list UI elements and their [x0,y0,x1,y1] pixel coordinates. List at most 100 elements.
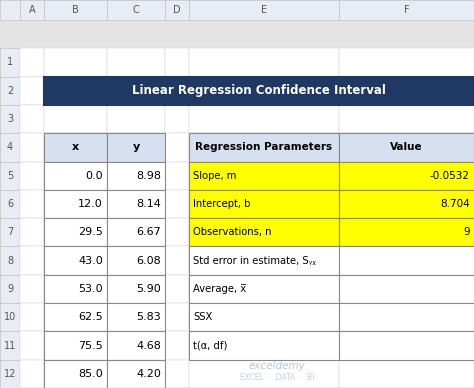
Bar [189,218,339,246]
Bar [0,303,20,331]
Bar [20,360,44,388]
Bar [20,48,44,76]
Bar [107,190,165,218]
Text: 10: 10 [4,312,16,322]
Bar [44,331,107,360]
Text: Linear Regression Confidence Interval: Linear Regression Confidence Interval [132,84,386,97]
Bar [0,0,20,20]
Bar [0,105,20,133]
Bar [20,105,44,133]
Bar [44,246,107,275]
Text: 8.14: 8.14 [136,199,161,209]
Bar [339,0,474,20]
Text: Observations, n: Observations, n [193,227,272,237]
Text: 4.20: 4.20 [136,369,161,379]
Bar [107,275,165,303]
Text: E: E [261,5,267,15]
Bar [189,133,339,161]
Text: A: A [29,5,35,15]
Text: y: y [132,142,140,152]
Bar [107,133,165,161]
Bar [44,190,107,218]
Bar [165,218,189,246]
Text: 4: 4 [7,142,13,152]
Text: Regression Parameters: Regression Parameters [195,142,333,152]
Bar [339,190,474,218]
Bar [165,190,189,218]
Text: 0.0: 0.0 [85,171,103,181]
Bar [107,161,165,190]
Text: exceldemy: exceldemy [249,361,305,371]
Bar [189,275,339,303]
Text: 29.5: 29.5 [78,227,103,237]
Text: t(α, df): t(α, df) [193,341,228,350]
Bar [189,303,339,331]
Text: Slope, m: Slope, m [193,171,237,181]
Bar [44,133,107,161]
Bar [20,303,44,331]
Bar [44,76,474,105]
Bar [165,303,189,331]
Bar [0,48,20,76]
Text: -0.0532: -0.0532 [430,171,470,181]
Text: 7: 7 [7,227,13,237]
Bar [165,275,189,303]
Bar [189,161,339,190]
Bar [339,48,474,76]
Bar [189,133,339,161]
Bar [339,190,474,218]
Bar [189,246,339,275]
Bar [107,161,165,190]
Bar [44,303,107,331]
Bar [44,246,107,275]
Text: 9: 9 [7,284,13,294]
Bar [339,161,474,190]
Bar [44,218,107,246]
Bar [20,190,44,218]
Bar [44,161,107,190]
Bar [20,133,44,161]
Bar [44,0,107,20]
Bar [44,190,107,218]
Bar [165,0,189,20]
Bar [0,275,20,303]
Bar [165,331,189,360]
Bar [189,360,339,388]
Text: B: B [72,5,79,15]
Bar [20,76,44,105]
Bar [0,161,20,190]
Bar [107,48,165,76]
Bar [339,218,474,246]
Bar [0,133,20,161]
Bar [107,218,165,246]
Text: 5.83: 5.83 [136,312,161,322]
Bar [189,331,339,360]
Bar [339,331,474,360]
Bar [189,303,339,331]
Bar [107,105,165,133]
Bar [107,76,165,105]
Bar [107,0,165,20]
Text: 53.0: 53.0 [78,284,103,294]
Text: EXCEL  ·  DATA  ·  BI: EXCEL · DATA · BI [240,372,314,381]
Text: 3: 3 [7,114,13,124]
Bar [44,218,107,246]
Bar [339,218,474,246]
Bar [0,190,20,218]
Text: Std error in estimate, Sᵧᵪ: Std error in estimate, Sᵧᵪ [193,256,316,266]
Bar [339,161,474,190]
Bar [0,76,20,105]
Bar [165,360,189,388]
Bar [0,331,20,360]
Text: 85.0: 85.0 [78,369,103,379]
Bar [189,76,339,105]
Bar [339,76,474,105]
Bar [189,105,339,133]
Bar [165,133,189,161]
Text: 75.5: 75.5 [78,341,103,350]
Bar [107,246,165,275]
Bar [44,275,107,303]
Text: 5: 5 [7,171,13,181]
Text: 2: 2 [7,86,13,96]
Text: 6: 6 [7,199,13,209]
